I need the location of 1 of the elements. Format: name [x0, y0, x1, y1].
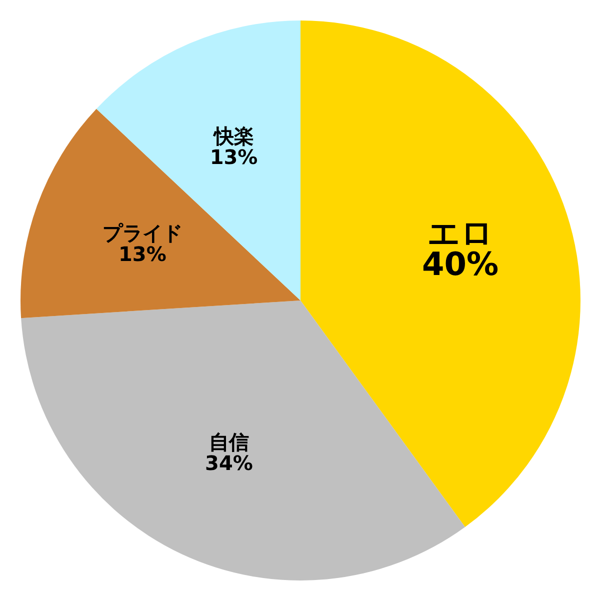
slice-label: 快楽	[212, 124, 254, 148]
